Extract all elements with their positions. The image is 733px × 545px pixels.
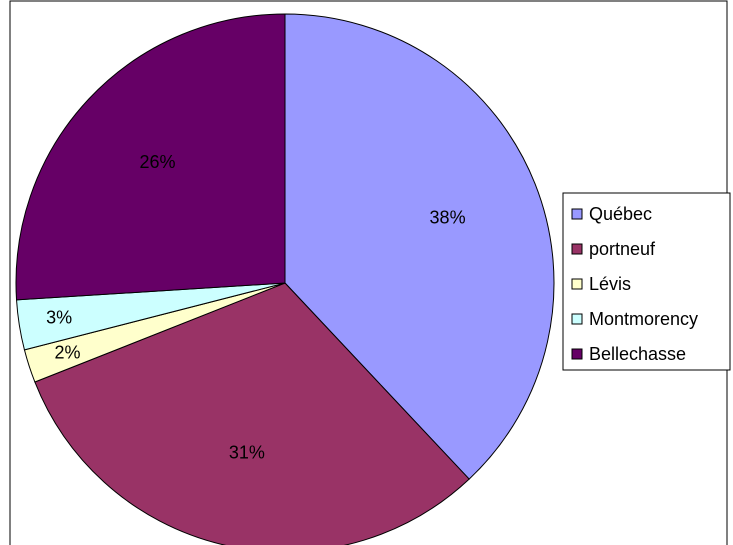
slice-label: 31% bbox=[229, 442, 265, 462]
legend-swatch bbox=[571, 348, 583, 360]
legend-label: Bellechasse bbox=[589, 344, 686, 364]
legend-label: portneuf bbox=[589, 239, 656, 259]
legend-label: Lévis bbox=[589, 274, 631, 294]
legend-swatch bbox=[571, 278, 583, 290]
legend-label: Québec bbox=[589, 204, 652, 224]
slice-label: 26% bbox=[140, 152, 176, 172]
legend-label: Montmorency bbox=[589, 309, 698, 329]
pie-slice bbox=[284, 13, 555, 480]
pie-slice bbox=[15, 13, 286, 301]
legend-swatch bbox=[571, 208, 583, 220]
slice-label: 2% bbox=[55, 342, 81, 362]
legend-swatch bbox=[571, 313, 583, 325]
slice-label: 3% bbox=[46, 308, 72, 328]
pie-slice bbox=[34, 282, 470, 545]
legend-box bbox=[562, 192, 731, 371]
legend-swatch bbox=[571, 243, 583, 255]
slice-label: 38% bbox=[430, 207, 466, 227]
